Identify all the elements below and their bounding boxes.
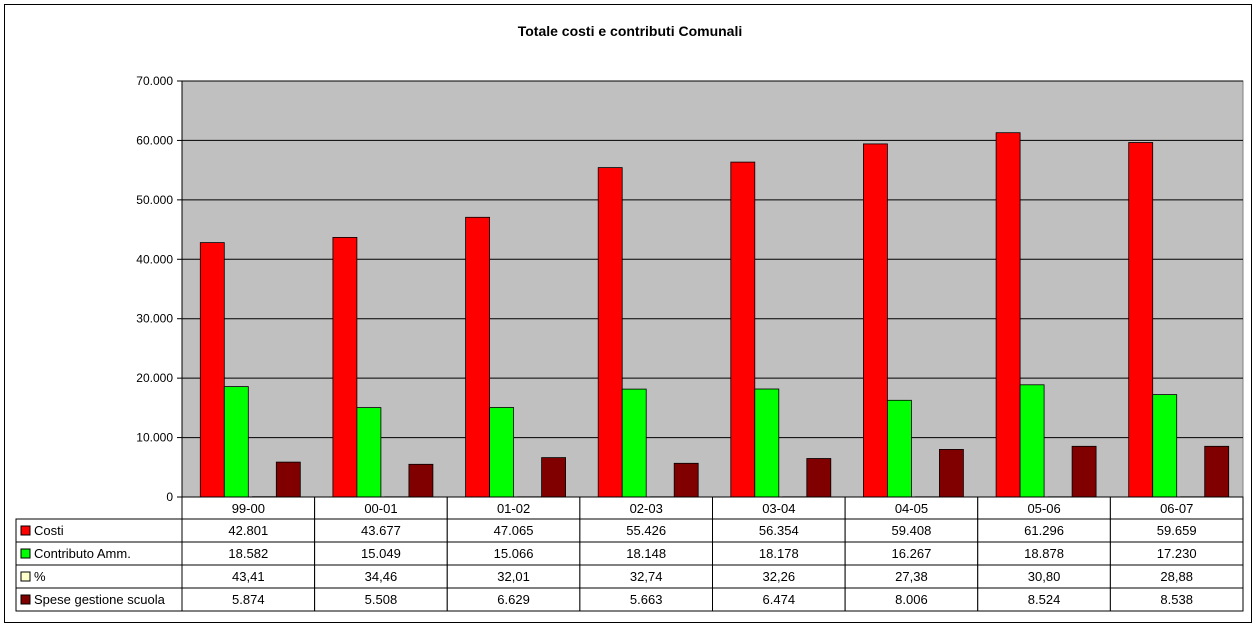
y-tick-label: 40.000 <box>136 252 173 266</box>
bar <box>806 458 832 498</box>
table-cell <box>1109 587 1244 612</box>
bar <box>408 463 434 498</box>
bar <box>1204 445 1230 498</box>
bar <box>1071 445 1097 498</box>
legend-swatch <box>20 594 31 605</box>
data-label: 30,80 <box>1028 569 1061 584</box>
bar <box>275 461 301 498</box>
data-label: 8.524 <box>1028 592 1061 607</box>
data-label: 59.659 <box>1157 523 1197 538</box>
bar <box>939 448 964 498</box>
data-label: 43,41 <box>232 569 265 584</box>
data-label: 59.408 <box>892 523 932 538</box>
bar <box>754 388 780 498</box>
y-tick-label: 70.000 <box>136 74 173 88</box>
y-tick-label: 0 <box>166 490 173 504</box>
data-label: 56.354 <box>759 523 799 538</box>
legend-label: Spese gestione scuola <box>34 592 166 607</box>
x-tick-label: 00-01 <box>364 501 397 516</box>
y-tick-label: 50.000 <box>136 193 173 207</box>
legend-swatch <box>20 525 31 536</box>
data-label: 8.006 <box>895 592 928 607</box>
x-tick-label: 04-05 <box>895 501 928 516</box>
data-label: 8.538 <box>1160 592 1193 607</box>
bar <box>673 462 699 498</box>
data-label: 18.582 <box>228 546 268 561</box>
x-tick-label: 05-06 <box>1027 501 1060 516</box>
bar <box>863 143 888 498</box>
x-tick-label: 02-03 <box>630 501 663 516</box>
data-label: 6.629 <box>497 592 530 607</box>
bar <box>887 399 912 498</box>
bar <box>541 457 566 498</box>
data-label: 16.267 <box>892 546 932 561</box>
chart-title: Totale costi e contributi Comunali <box>518 23 743 39</box>
data-label: 34,46 <box>365 569 398 584</box>
data-label: 32,26 <box>763 569 796 584</box>
data-label: 18.148 <box>626 546 666 561</box>
bar <box>199 242 225 498</box>
data-label: 55.426 <box>626 523 666 538</box>
data-label: 32,74 <box>630 569 663 584</box>
legend-label: Contributo Amm. <box>34 546 131 561</box>
data-label: 5.874 <box>232 592 265 607</box>
bar <box>356 407 382 498</box>
data-label: 43.677 <box>361 523 401 538</box>
data-label: 15.066 <box>494 546 534 561</box>
data-label: 28,88 <box>1160 569 1193 584</box>
bar <box>1128 142 1154 498</box>
bar <box>730 161 756 498</box>
data-label: 15.049 <box>361 546 401 561</box>
data-label: 17.230 <box>1157 546 1197 561</box>
data-label: 61.296 <box>1024 523 1064 538</box>
bar <box>223 386 249 498</box>
y-tick-label: 30.000 <box>136 312 173 326</box>
legend-swatch <box>20 548 31 559</box>
bar <box>332 236 358 498</box>
legend-swatch <box>20 571 31 582</box>
bar <box>489 407 515 498</box>
bar <box>597 167 623 498</box>
x-tick-label: 06-07 <box>1160 501 1193 516</box>
data-label: 5.508 <box>365 592 398 607</box>
legend-label: Costi <box>34 523 64 538</box>
data-label: 18.878 <box>1024 546 1064 561</box>
x-tick-label: 03-04 <box>762 501 795 516</box>
bar <box>621 388 647 498</box>
data-label: 32,01 <box>497 569 530 584</box>
data-label: 5.663 <box>630 592 663 607</box>
data-label: 47.065 <box>494 523 534 538</box>
x-tick-label: 99-00 <box>232 501 265 516</box>
legend-label: % <box>34 569 46 584</box>
data-label: 6.474 <box>763 592 796 607</box>
data-label: 27,38 <box>895 569 928 584</box>
bar <box>1019 384 1045 498</box>
data-label: 42.801 <box>228 523 268 538</box>
bar <box>995 132 1021 498</box>
data-label: 18.178 <box>759 546 799 561</box>
bar <box>1152 394 1178 498</box>
y-tick-label: 10.000 <box>136 431 173 445</box>
bar <box>465 216 491 498</box>
y-tick-label: 60.000 <box>136 133 173 147</box>
x-tick-label: 01-02 <box>497 501 530 516</box>
y-tick-label: 20.000 <box>136 371 173 385</box>
